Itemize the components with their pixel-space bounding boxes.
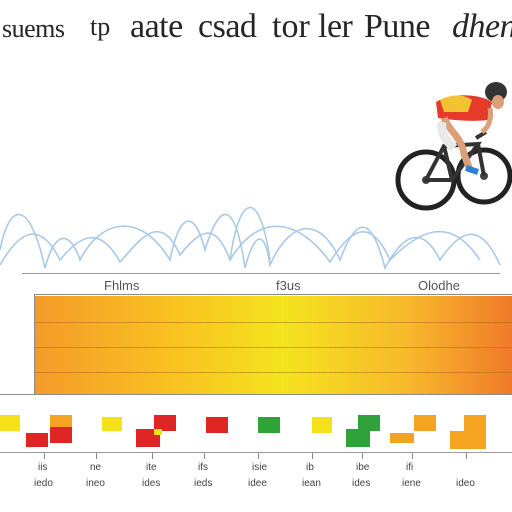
color-block (390, 433, 414, 443)
color-block (258, 417, 280, 433)
color-block (358, 415, 380, 431)
axis-tick-label: iis (38, 462, 48, 473)
color-block (312, 417, 332, 433)
column-label: Fhlms (104, 278, 140, 293)
color-block (0, 415, 20, 431)
axis-tick-label: iene (402, 478, 421, 489)
axis-tick-label: iean (302, 478, 321, 489)
axis-tick (258, 453, 259, 459)
divider (22, 273, 500, 274)
axis-tick-label: ides (352, 478, 371, 489)
axis-tick-label: ifs (198, 462, 208, 473)
cyclist-icon (395, 82, 512, 211)
wave-lines (0, 207, 501, 271)
title-word: suems (2, 14, 65, 43)
gradient-band (34, 296, 512, 394)
axis-tick-label: ibe (356, 462, 370, 473)
axis-tick-label: iedo (34, 478, 53, 489)
color-block (50, 415, 72, 429)
color-block (26, 433, 48, 447)
frame-line (34, 294, 512, 295)
axis-tick (312, 453, 313, 459)
axis-tick (44, 453, 45, 459)
title-word: Pune (364, 8, 431, 45)
axis-tick-label: ieds (194, 478, 213, 489)
column-label: Olodhe (418, 278, 460, 293)
color-block (102, 417, 122, 431)
title-word: csad (198, 8, 257, 45)
axis-tick-label: isie (252, 462, 268, 473)
band-line (34, 322, 512, 323)
axis-tick (204, 453, 205, 459)
title-word: dhen (452, 8, 512, 45)
x-axis (0, 452, 512, 453)
page-title: suems aate csad ler Pune dhen (0, 8, 512, 48)
color-block (464, 415, 486, 449)
axis-tick-label: ib (306, 462, 314, 473)
color-block (50, 427, 72, 443)
axis-tick-label: ineo (86, 478, 105, 489)
axis-tick-label: ite (146, 462, 157, 473)
frame-line (34, 294, 35, 394)
title-word-small: tor (272, 8, 310, 45)
title-word-small: tp (90, 12, 111, 41)
axis-tick-label: ifi (406, 462, 414, 473)
color-block (414, 415, 436, 431)
axis-tick-label: idee (248, 478, 267, 489)
axis-tick (152, 453, 153, 459)
frame-line (0, 394, 512, 395)
column-label: f3us (276, 278, 301, 293)
color-block (154, 415, 176, 431)
title-word: ler (318, 8, 353, 45)
band-line (34, 372, 512, 373)
band-line (34, 347, 512, 348)
color-block (346, 429, 370, 447)
color-blocks (0, 415, 486, 449)
axis-tick (466, 453, 467, 459)
axis-tick (96, 453, 97, 459)
axis-tick-label: ne (90, 462, 102, 473)
color-block (206, 417, 228, 433)
axis-tick (412, 453, 413, 459)
axis-tick-label: ideo (456, 478, 475, 489)
axis-tick-label: ides (142, 478, 161, 489)
axis-tick (362, 453, 363, 459)
title-word: aate (130, 8, 183, 45)
color-block (154, 429, 162, 435)
